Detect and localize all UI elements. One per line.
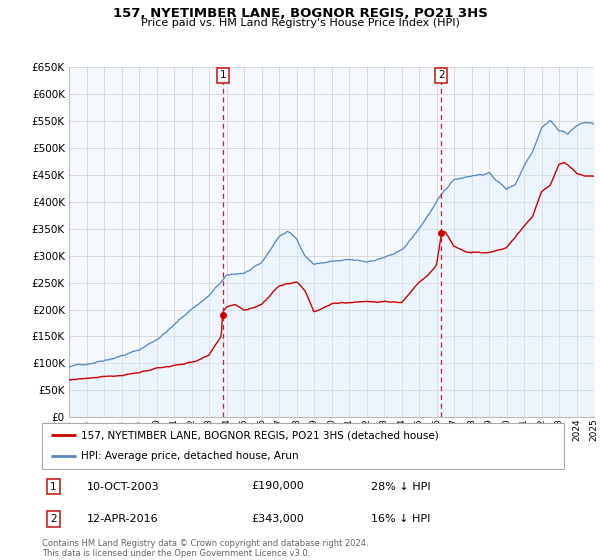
Text: Price paid vs. HM Land Registry's House Price Index (HPI): Price paid vs. HM Land Registry's House … [140, 18, 460, 28]
Text: HPI: Average price, detached house, Arun: HPI: Average price, detached house, Arun [81, 451, 299, 461]
FancyBboxPatch shape [42, 423, 564, 469]
Text: £190,000: £190,000 [251, 482, 304, 492]
Text: Contains HM Land Registry data © Crown copyright and database right 2024.
This d: Contains HM Land Registry data © Crown c… [42, 539, 368, 558]
Text: £343,000: £343,000 [251, 514, 304, 524]
Text: 12-APR-2016: 12-APR-2016 [86, 514, 158, 524]
Text: 10-OCT-2003: 10-OCT-2003 [86, 482, 159, 492]
Text: 2: 2 [50, 514, 57, 524]
Text: 28% ↓ HPI: 28% ↓ HPI [371, 482, 430, 492]
Text: 1: 1 [220, 70, 226, 80]
Text: 157, NYETIMBER LANE, BOGNOR REGIS, PO21 3HS (detached house): 157, NYETIMBER LANE, BOGNOR REGIS, PO21 … [81, 430, 439, 440]
Text: 2: 2 [438, 70, 445, 80]
Text: 16% ↓ HPI: 16% ↓ HPI [371, 514, 430, 524]
Text: 157, NYETIMBER LANE, BOGNOR REGIS, PO21 3HS: 157, NYETIMBER LANE, BOGNOR REGIS, PO21 … [113, 7, 487, 20]
Text: 1: 1 [50, 482, 57, 492]
